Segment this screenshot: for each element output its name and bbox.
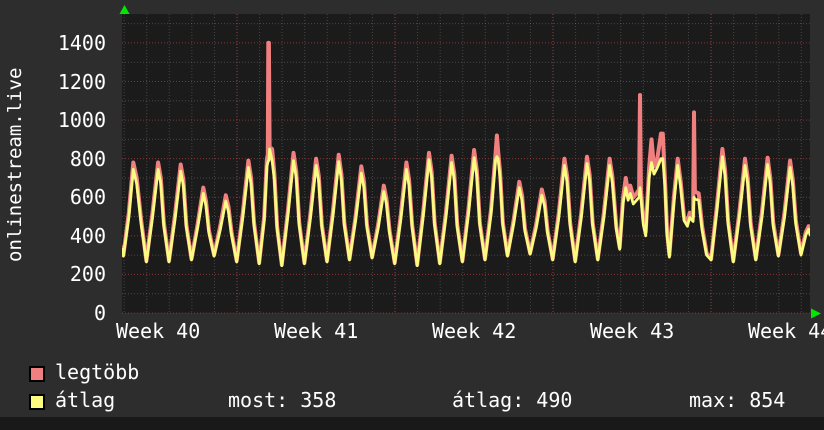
y-tick-label: 1200: [57, 69, 106, 94]
y-tick-label: 1400: [57, 30, 106, 55]
y-tick-label: 400: [69, 223, 106, 248]
x-tick-label: Week 40: [115, 319, 201, 343]
y-tick-label: 800: [69, 146, 106, 171]
x-tick-label: Week 43: [589, 319, 675, 343]
x-tick-label: Week 41: [273, 319, 359, 343]
x-tick-label: Week 44: [747, 319, 824, 343]
y-tick-label: 200: [69, 262, 106, 287]
plot-background: [122, 14, 810, 313]
y-tick-label: 600: [69, 185, 106, 210]
x-tick-label: Week 42: [431, 319, 517, 343]
series-line-atlag: [122, 147, 810, 268]
y-tick-label: 0: [93, 301, 106, 325]
bottom-border-strip: [0, 417, 824, 430]
y-tick-label: 1000: [57, 108, 106, 133]
y-axis-arrow-icon: [119, 5, 130, 14]
chart-plot-area: [119, 5, 821, 319]
x-axis-arrow-icon: [811, 308, 821, 319]
